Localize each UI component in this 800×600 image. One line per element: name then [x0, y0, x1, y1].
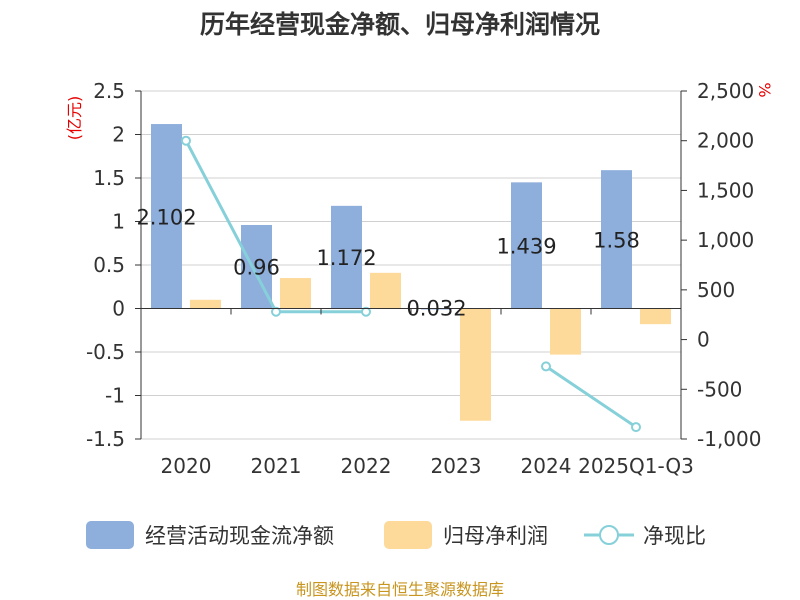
right-tick-label: -1,000	[697, 427, 761, 451]
net-profit-bar	[190, 299, 221, 309]
left-tick-label: 0	[112, 297, 125, 321]
net-profit-bar	[640, 308, 671, 325]
left-tick-label: 0.5	[93, 253, 125, 277]
left-tick-label: 2.5	[93, 79, 125, 103]
left-axis-unit: (亿元)	[65, 96, 84, 141]
x-tick-label: 2022	[341, 454, 392, 478]
left-tick-label: -1	[105, 384, 125, 408]
cash-flow-bar	[601, 170, 632, 309]
net-profit-bar	[550, 308, 581, 355]
data-label: 1.439	[496, 234, 556, 258]
data-label: 1.58	[593, 228, 640, 252]
net-profit-legend-swatch	[384, 521, 432, 549]
left-axis: 2.5 2 1.5 1 0.5 0 -0.5 -1 -1.5	[86, 79, 142, 451]
ratio-legend-marker	[599, 525, 619, 545]
ratio-point	[631, 422, 641, 433]
net-profit-bar	[370, 272, 401, 309]
source-note: 制图数据来自恒生聚源数据库	[296, 580, 504, 599]
net-profit-bar	[460, 308, 491, 421]
ratio-line	[181, 135, 641, 433]
data-label: 2.102	[136, 205, 196, 229]
data-label: 1.172	[316, 246, 376, 270]
data-labels: 2.102 0.96 1.172 0.032 1.439 1.58	[136, 205, 639, 320]
data-label: 0.032	[406, 297, 466, 321]
data-label: 0.96	[233, 256, 280, 280]
legend-item: 归母净利润	[384, 521, 548, 549]
left-tick-label: -0.5	[86, 340, 125, 364]
legend-item: 经营活动现金流净额	[86, 521, 334, 549]
left-tick-label: 2	[112, 123, 125, 147]
cash-flow-bar	[151, 124, 182, 309]
left-tick-label: 1.5	[93, 166, 125, 190]
bars	[151, 124, 671, 421]
cash-flow-bar	[331, 205, 362, 309]
ratio-point	[361, 306, 371, 317]
x-axis: 2020 2021 2022 2023 2024 2025Q1-Q3	[140, 308, 694, 478]
left-tick-label: -1.5	[86, 427, 125, 451]
right-tick-label: 1,500	[697, 178, 754, 202]
right-tick-label: 500	[697, 278, 735, 302]
grid	[141, 90, 681, 440]
legend-label: 归母净利润	[443, 524, 548, 548]
ratio-point	[181, 135, 191, 146]
x-tick-label: 2023	[431, 454, 482, 478]
cash-flow-bar	[511, 182, 542, 309]
left-tick-label: 1	[112, 210, 125, 234]
legend-label: 经营活动现金流净额	[145, 524, 334, 548]
right-tick-label: -500	[697, 377, 742, 401]
x-tick-label: 2020	[161, 454, 212, 478]
x-tick-label: 2021	[251, 454, 302, 478]
ratio-point	[541, 361, 551, 372]
right-tick-label: 0	[697, 328, 710, 352]
net-profit-bar	[280, 278, 311, 309]
chart-title: 历年经营现金净额、归母净利润情况	[200, 10, 600, 39]
right-tick-label: 2,000	[697, 129, 754, 153]
cash-flow-legend-swatch	[86, 521, 134, 549]
right-axis-unit: %	[755, 82, 774, 97]
ratio-line-segment	[545, 365, 637, 429]
x-tick-label: 2024	[521, 454, 572, 478]
right-tick-label: 1,000	[697, 228, 754, 252]
legend: 经营活动现金流净额 归母净利润 净现比	[86, 521, 706, 549]
right-tick-label: 2,500	[697, 79, 754, 103]
legend-item: 净现比	[584, 524, 706, 548]
right-axis: 2,500 2,000 1,500 1,000 500 0 -500 -1,000	[680, 79, 761, 451]
x-tick-label: 2025Q1-Q3	[578, 454, 694, 478]
ratio-point	[271, 306, 281, 317]
legend-label: 净现比	[643, 524, 706, 548]
